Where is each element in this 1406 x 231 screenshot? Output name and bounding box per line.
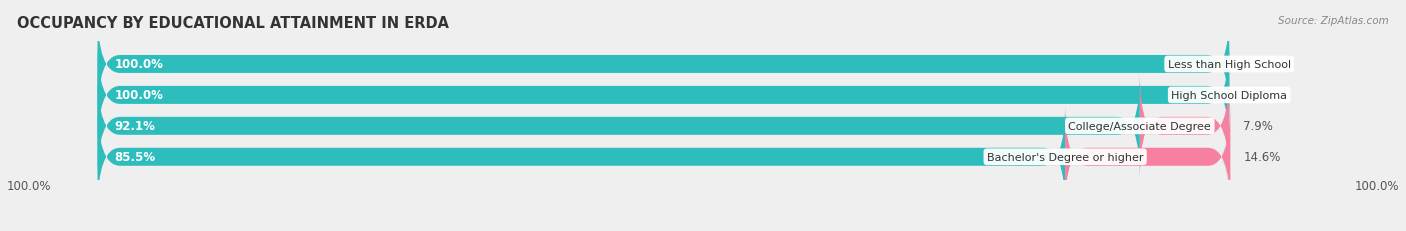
Text: 14.6%: 14.6% xyxy=(1244,151,1281,164)
Text: High School Diploma: High School Diploma xyxy=(1171,91,1288,100)
FancyBboxPatch shape xyxy=(97,12,1229,117)
FancyBboxPatch shape xyxy=(1140,74,1229,179)
Text: 100.0%: 100.0% xyxy=(7,179,52,192)
FancyBboxPatch shape xyxy=(97,12,1229,117)
Text: 100.0%: 100.0% xyxy=(114,89,163,102)
Text: 85.5%: 85.5% xyxy=(114,151,156,164)
Legend: Owner-occupied, Renter-occupied: Owner-occupied, Renter-occupied xyxy=(579,228,827,231)
Text: 92.1%: 92.1% xyxy=(114,120,156,133)
FancyBboxPatch shape xyxy=(97,104,1229,210)
Text: 7.9%: 7.9% xyxy=(1243,120,1272,133)
Text: 100.0%: 100.0% xyxy=(1354,179,1399,192)
FancyBboxPatch shape xyxy=(97,104,1066,210)
FancyBboxPatch shape xyxy=(1066,104,1230,210)
Text: Source: ZipAtlas.com: Source: ZipAtlas.com xyxy=(1278,16,1389,26)
Text: OCCUPANCY BY EDUCATIONAL ATTAINMENT IN ERDA: OCCUPANCY BY EDUCATIONAL ATTAINMENT IN E… xyxy=(17,16,449,31)
Text: 100.0%: 100.0% xyxy=(114,58,163,71)
Text: College/Associate Degree: College/Associate Degree xyxy=(1069,121,1211,131)
Text: Bachelor's Degree or higher: Bachelor's Degree or higher xyxy=(987,152,1143,162)
FancyBboxPatch shape xyxy=(97,74,1140,179)
Text: 0.0%: 0.0% xyxy=(1243,58,1272,71)
Text: 0.0%: 0.0% xyxy=(1243,89,1272,102)
FancyBboxPatch shape xyxy=(97,43,1229,148)
FancyBboxPatch shape xyxy=(97,74,1229,179)
Text: Less than High School: Less than High School xyxy=(1167,60,1291,70)
FancyBboxPatch shape xyxy=(97,43,1229,148)
